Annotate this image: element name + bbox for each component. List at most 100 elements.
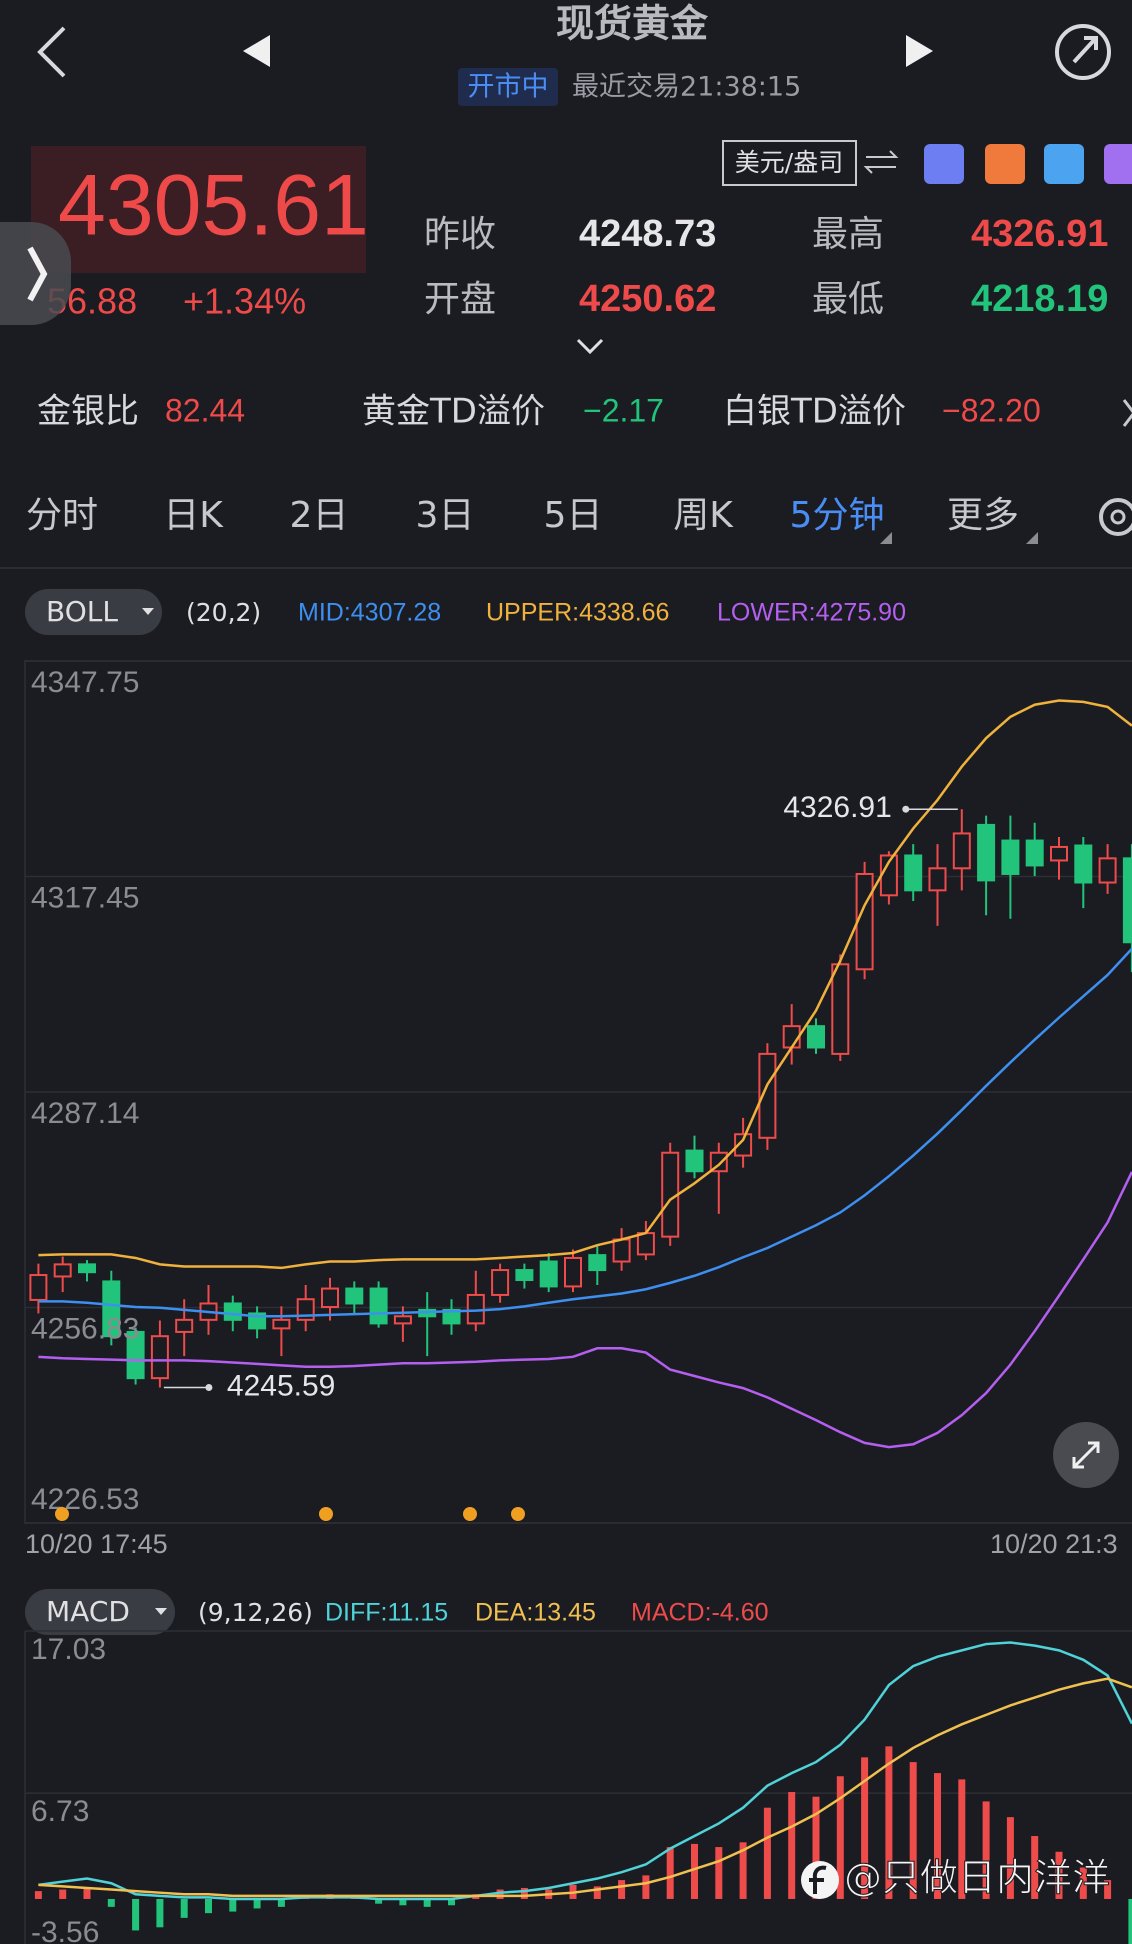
time-label: 10/20 17:45: [25, 1529, 168, 1559]
legend-entry: DIFF:11.15: [325, 1599, 448, 1627]
prev-button[interactable]: [243, 35, 270, 67]
macd-bar: [763, 1807, 771, 1899]
gear: [1099, 498, 1132, 536]
expand-chevron[interactable]: [576, 338, 604, 355]
indicator-params: (9,12,26): [198, 1598, 313, 1627]
macd-bar: [520, 1887, 528, 1899]
indicator: BOLL: [46, 595, 118, 628]
macd-bar: [691, 1843, 698, 1899]
y-tick-label: 4256.83: [31, 1312, 139, 1345]
stat-value: 4248.73: [579, 213, 716, 255]
macd-bar: [1104, 1880, 1112, 1899]
tab[interactable]: 周K: [673, 495, 734, 536]
min-label: 4245.59: [227, 1369, 335, 1402]
event-marker[interactable]: [463, 1507, 477, 1521]
candle-body: [175, 1318, 194, 1333]
candle-body: [102, 1280, 121, 1338]
legend-entry: LOWER:4275.90: [717, 599, 906, 627]
tab[interactable]: 3日: [416, 495, 475, 536]
watermark-text: @只做日内洋洋: [844, 1856, 1110, 1900]
stat-label: 昨收: [424, 214, 496, 255]
macd-bar: [788, 1791, 796, 1899]
macd-bar: [739, 1842, 747, 1899]
event-marker[interactable]: [511, 1507, 525, 1521]
candle-body: [1025, 839, 1044, 867]
candle-body: [758, 1052, 777, 1139]
macd-bar: [205, 1898, 212, 1914]
tab[interactable]: 5日: [544, 495, 603, 536]
macd-bar: [1006, 1817, 1014, 1899]
macd-chart: 17.03 6.73 -3.56: [25, 1630, 1132, 1944]
ratio-label: 白银TD溢价: [723, 392, 906, 432]
min-dot: [205, 1383, 213, 1391]
candle-body: [442, 1308, 461, 1325]
candle-body: [539, 1260, 558, 1288]
refresh-button[interactable]: [1055, 24, 1111, 80]
y-tick-label: 4317.45: [31, 881, 139, 914]
ratio-value: −2.17: [583, 392, 664, 428]
macd-bar: [1079, 1867, 1087, 1899]
candle-body: [515, 1269, 534, 1282]
legend-entry: UPPER:4338.66: [486, 599, 669, 627]
tool-icon[interactable]: [1044, 144, 1084, 184]
legend-entry: MID:4307.28: [298, 599, 441, 627]
tab[interactable]: 更多: [947, 495, 1019, 536]
candle-body: [734, 1133, 753, 1157]
ratio-value: 82.44: [165, 392, 245, 428]
candle-body: [904, 854, 923, 892]
tab[interactable]: 5分钟: [790, 495, 885, 536]
candle-body: [636, 1232, 655, 1256]
macd-bar: [399, 1898, 407, 1906]
candle-body: [952, 832, 971, 870]
candle-body: [977, 823, 996, 882]
macd-bar: [496, 1889, 504, 1899]
stat-label: 开盘: [424, 279, 496, 320]
ratio-label: 金银比: [37, 392, 139, 432]
stat-value: 4218.19: [971, 278, 1108, 320]
max-label: 4326.91: [783, 791, 891, 824]
event-marker[interactable]: [55, 1507, 69, 1521]
unit: 美元/盎司: [735, 148, 843, 177]
macd-bar: [156, 1898, 164, 1928]
price-highlight: [31, 146, 366, 273]
status-badge: [458, 68, 558, 106]
settings-button[interactable]: [1099, 498, 1132, 536]
candle-body: [53, 1263, 72, 1278]
tab[interactable]: 分时: [26, 495, 98, 536]
tab-bar: 分时 日K 2日 3日 5日 周K 5分钟 更多: [26, 495, 1038, 544]
y-tick-label: -3.56: [31, 1916, 99, 1944]
boll-selector[interactable]: BOLL: [25, 589, 162, 635]
candle-body: [588, 1254, 607, 1272]
dropdown-arrow: [142, 608, 154, 615]
candle-body: [564, 1256, 582, 1288]
macd-bar: [958, 1779, 966, 1899]
title: 现货黄金: [556, 2, 709, 46]
candle-body: [1074, 844, 1093, 884]
event-marker[interactable]: [319, 1507, 333, 1521]
y-tick-label: 4287.14: [31, 1097, 139, 1130]
next-button[interactable]: [906, 35, 933, 67]
macd-selector[interactable]: MACD: [25, 1589, 175, 1635]
unit-box: [722, 140, 857, 186]
ratio-label: 黄金TD溢价: [362, 392, 545, 432]
back-button[interactable]: [37, 26, 66, 78]
tab[interactable]: 日K: [163, 495, 224, 536]
candle-body: [1122, 857, 1132, 944]
legend-entry: MACD:-4.60: [631, 1599, 769, 1627]
tab[interactable]: 2日: [290, 495, 349, 536]
fullscreen-button[interactable]: [1053, 1422, 1119, 1488]
macd-bar: [593, 1886, 601, 1899]
macd-bar: [277, 1898, 285, 1907]
indicator: MACD: [46, 1595, 130, 1628]
fullscreen-icon: [1072, 1441, 1100, 1469]
refresh-arrow: [1072, 36, 1098, 64]
tool-icon[interactable]: [924, 144, 964, 184]
side-handle[interactable]: [0, 222, 71, 325]
more-arrow[interactable]: [1122, 399, 1132, 427]
tool-icon[interactable]: [1104, 144, 1132, 184]
tool-icon[interactable]: [985, 144, 1025, 184]
unit-toggle[interactable]: 美元/盎司: [722, 140, 899, 186]
